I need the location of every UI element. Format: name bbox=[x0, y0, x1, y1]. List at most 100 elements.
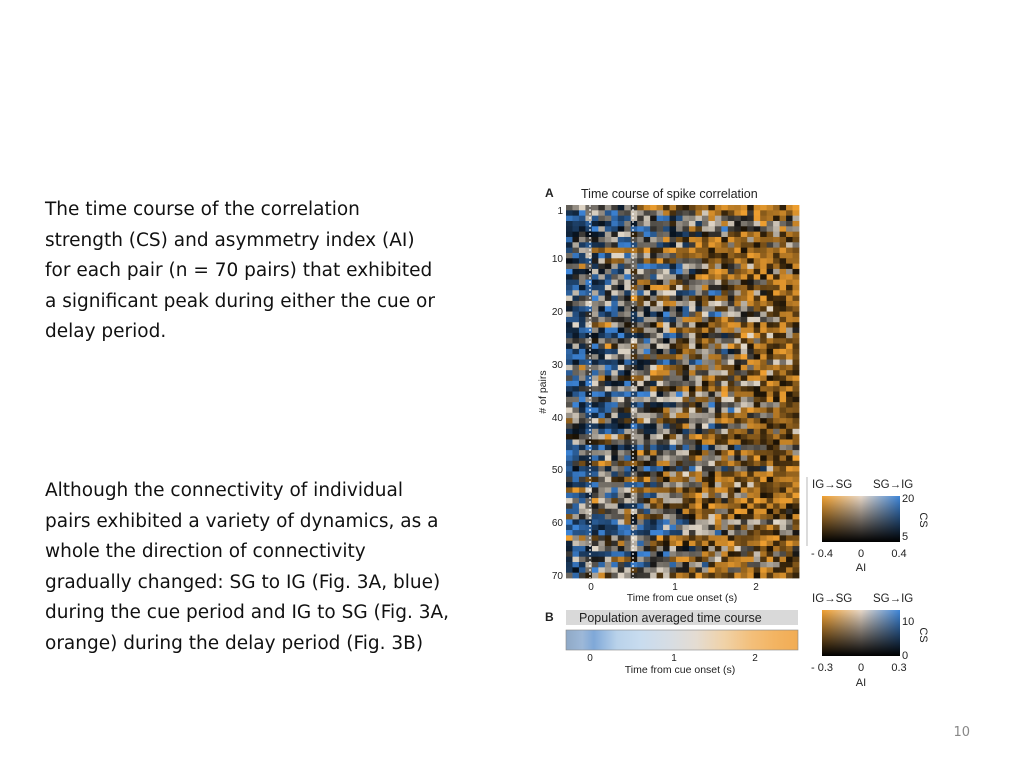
heatmap-cell bbox=[605, 498, 612, 504]
heatmap-cell bbox=[637, 290, 644, 296]
heatmap-cell bbox=[605, 216, 612, 222]
heatmap-cell bbox=[598, 317, 605, 323]
heatmap-cell bbox=[695, 328, 702, 334]
heatmap-cell bbox=[572, 466, 579, 472]
heatmap-cell bbox=[708, 530, 715, 536]
heatmap-cell bbox=[566, 477, 573, 483]
heatmap-cell bbox=[605, 258, 612, 264]
heatmap-cell bbox=[754, 349, 761, 355]
heatmap-cell bbox=[773, 445, 780, 451]
heatmap-cell bbox=[605, 471, 612, 477]
heatmap-cell bbox=[592, 237, 599, 243]
heatmap-cell bbox=[650, 402, 657, 408]
heatmap-cell bbox=[708, 328, 715, 334]
heatmap-cell bbox=[663, 402, 670, 408]
heatmap-cell bbox=[579, 376, 586, 382]
heatmap-cell bbox=[760, 413, 767, 419]
heatmap-cell bbox=[734, 242, 741, 248]
heatmap-cell bbox=[683, 376, 690, 382]
heatmap-cell bbox=[605, 445, 612, 451]
heatmap-cell bbox=[611, 439, 618, 445]
heatmap-cell bbox=[637, 221, 644, 227]
heatmap-cell bbox=[780, 274, 787, 280]
heatmap-cell bbox=[676, 354, 683, 360]
heatmap-cell bbox=[715, 333, 722, 339]
heatmap-cell bbox=[683, 264, 690, 270]
heatmap-cell bbox=[670, 567, 677, 573]
heatmap-cell bbox=[773, 450, 780, 456]
heatmap-cell bbox=[624, 429, 631, 435]
heatmap-cell bbox=[715, 344, 722, 350]
heatmap-cell bbox=[566, 471, 573, 477]
heatmap-cell bbox=[773, 557, 780, 563]
heatmap-cell bbox=[747, 322, 754, 328]
heatmap-cell bbox=[585, 413, 592, 419]
heatmap-cell bbox=[579, 242, 586, 248]
heatmap-cell bbox=[695, 487, 702, 493]
heatmap-cell bbox=[637, 306, 644, 312]
heatmap-cell bbox=[702, 210, 709, 216]
heatmap-cell bbox=[670, 519, 677, 525]
heatmap-cell bbox=[715, 216, 722, 222]
heatmap-cell bbox=[695, 226, 702, 232]
heatmap-cell bbox=[767, 418, 774, 424]
heatmap-cell bbox=[644, 354, 651, 360]
heatmap-cell bbox=[650, 226, 657, 232]
heatmap-cell bbox=[650, 205, 657, 211]
heatmap-cell bbox=[637, 498, 644, 504]
heatmap-cell bbox=[786, 450, 793, 456]
heatmap-cell bbox=[631, 296, 638, 302]
heatmap-cell bbox=[585, 466, 592, 472]
heatmap-cell bbox=[663, 280, 670, 286]
heatmap-cell bbox=[734, 312, 741, 318]
heatmap-cell bbox=[773, 253, 780, 259]
heatmap-cell bbox=[598, 216, 605, 222]
heatmap-cell bbox=[670, 269, 677, 275]
heatmap-cell bbox=[657, 514, 664, 520]
heatmap-cell bbox=[767, 402, 774, 408]
heatmap-cell bbox=[793, 253, 800, 259]
heatmap-cell bbox=[644, 333, 651, 339]
heatmap-cell bbox=[683, 301, 690, 307]
y-tick-label: 60 bbox=[552, 518, 564, 529]
heatmap-cell bbox=[786, 285, 793, 291]
heatmap-cell bbox=[676, 434, 683, 440]
heatmap-cell bbox=[611, 418, 618, 424]
heatmap-cell bbox=[793, 232, 800, 238]
heatmap-cell bbox=[760, 567, 767, 573]
heatmap-cell bbox=[715, 509, 722, 515]
heatmap-cell bbox=[702, 317, 709, 323]
heatmap-cell bbox=[605, 493, 612, 499]
heatmap-cell bbox=[793, 397, 800, 403]
heatmap-cell bbox=[670, 530, 677, 536]
heatmap-cell bbox=[741, 333, 748, 339]
heatmap-cell bbox=[585, 253, 592, 259]
heatmap-cell bbox=[670, 557, 677, 563]
heatmap-cell bbox=[793, 551, 800, 557]
heatmap-cell bbox=[715, 221, 722, 227]
heatmap-cell bbox=[592, 541, 599, 547]
heatmap-cell bbox=[572, 312, 579, 318]
heatmap-cell bbox=[644, 519, 651, 525]
heatmap-cell bbox=[708, 477, 715, 483]
heatmap-cell bbox=[592, 519, 599, 525]
heatmap-cell bbox=[708, 562, 715, 568]
heatmap-cell bbox=[695, 232, 702, 238]
heatmap-cell bbox=[689, 477, 696, 483]
heatmap-cell bbox=[624, 482, 631, 488]
heatmap-cell bbox=[683, 232, 690, 238]
heatmap-cell bbox=[683, 349, 690, 355]
heatmap-cell bbox=[747, 466, 754, 472]
heatmap-cell bbox=[585, 216, 592, 222]
heatmap-cell bbox=[734, 466, 741, 472]
heatmap-cell bbox=[572, 296, 579, 302]
heatmap-cell bbox=[683, 450, 690, 456]
heatmap-cell bbox=[683, 445, 690, 451]
heatmap-cell bbox=[611, 301, 618, 307]
heatmap-cell bbox=[663, 434, 670, 440]
heatmap-cell bbox=[741, 573, 748, 579]
heatmap-cell bbox=[585, 226, 592, 232]
heatmap-cell bbox=[624, 312, 631, 318]
heatmap-cell bbox=[572, 423, 579, 429]
heatmap-cell bbox=[773, 418, 780, 424]
